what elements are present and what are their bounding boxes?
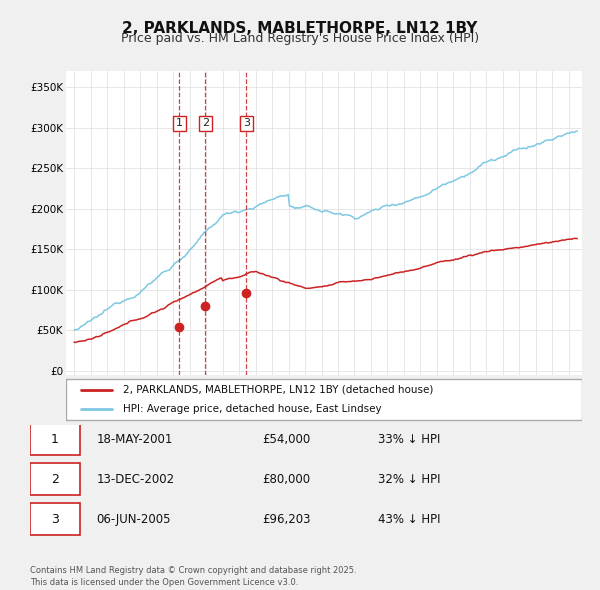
Text: 18-MAY-2001: 18-MAY-2001 xyxy=(96,433,173,446)
Text: 33% ↓ HPI: 33% ↓ HPI xyxy=(378,433,440,446)
Text: £96,203: £96,203 xyxy=(262,513,310,526)
Text: Contains HM Land Registry data © Crown copyright and database right 2025.
This d: Contains HM Land Registry data © Crown c… xyxy=(30,566,356,587)
Text: 1: 1 xyxy=(51,433,59,446)
Text: Price paid vs. HM Land Registry's House Price Index (HPI): Price paid vs. HM Land Registry's House … xyxy=(121,32,479,45)
FancyBboxPatch shape xyxy=(66,379,582,420)
FancyBboxPatch shape xyxy=(30,424,80,455)
Text: 1: 1 xyxy=(176,119,183,129)
Text: 2: 2 xyxy=(202,119,209,129)
FancyBboxPatch shape xyxy=(30,463,80,495)
Text: 3: 3 xyxy=(243,119,250,129)
Text: £80,000: £80,000 xyxy=(262,473,310,486)
Text: 2, PARKLANDS, MABLETHORPE, LN12 1BY: 2, PARKLANDS, MABLETHORPE, LN12 1BY xyxy=(122,21,478,35)
Text: 32% ↓ HPI: 32% ↓ HPI xyxy=(378,473,440,486)
Text: HPI: Average price, detached house, East Lindsey: HPI: Average price, detached house, East… xyxy=(123,405,382,414)
Text: 3: 3 xyxy=(51,513,59,526)
Text: 43% ↓ HPI: 43% ↓ HPI xyxy=(378,513,440,526)
Text: 2, PARKLANDS, MABLETHORPE, LN12 1BY (detached house): 2, PARKLANDS, MABLETHORPE, LN12 1BY (det… xyxy=(123,385,433,395)
Text: 2: 2 xyxy=(51,473,59,486)
Text: 13-DEC-2002: 13-DEC-2002 xyxy=(96,473,175,486)
Text: 06-JUN-2005: 06-JUN-2005 xyxy=(96,513,171,526)
Text: £54,000: £54,000 xyxy=(262,433,310,446)
FancyBboxPatch shape xyxy=(30,503,80,535)
